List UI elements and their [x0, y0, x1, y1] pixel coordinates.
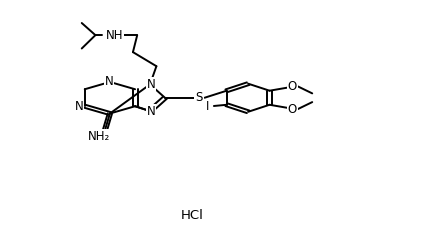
Text: NH: NH [106, 29, 123, 42]
Text: N: N [74, 100, 83, 113]
Text: O: O [288, 80, 297, 93]
Text: I: I [206, 100, 209, 113]
Text: N: N [146, 105, 155, 118]
Text: N: N [146, 78, 155, 91]
Text: N: N [105, 75, 113, 89]
Text: NH₂: NH₂ [88, 130, 110, 143]
Text: O: O [288, 103, 297, 116]
Text: S: S [195, 91, 203, 104]
Text: HCl: HCl [181, 209, 204, 222]
